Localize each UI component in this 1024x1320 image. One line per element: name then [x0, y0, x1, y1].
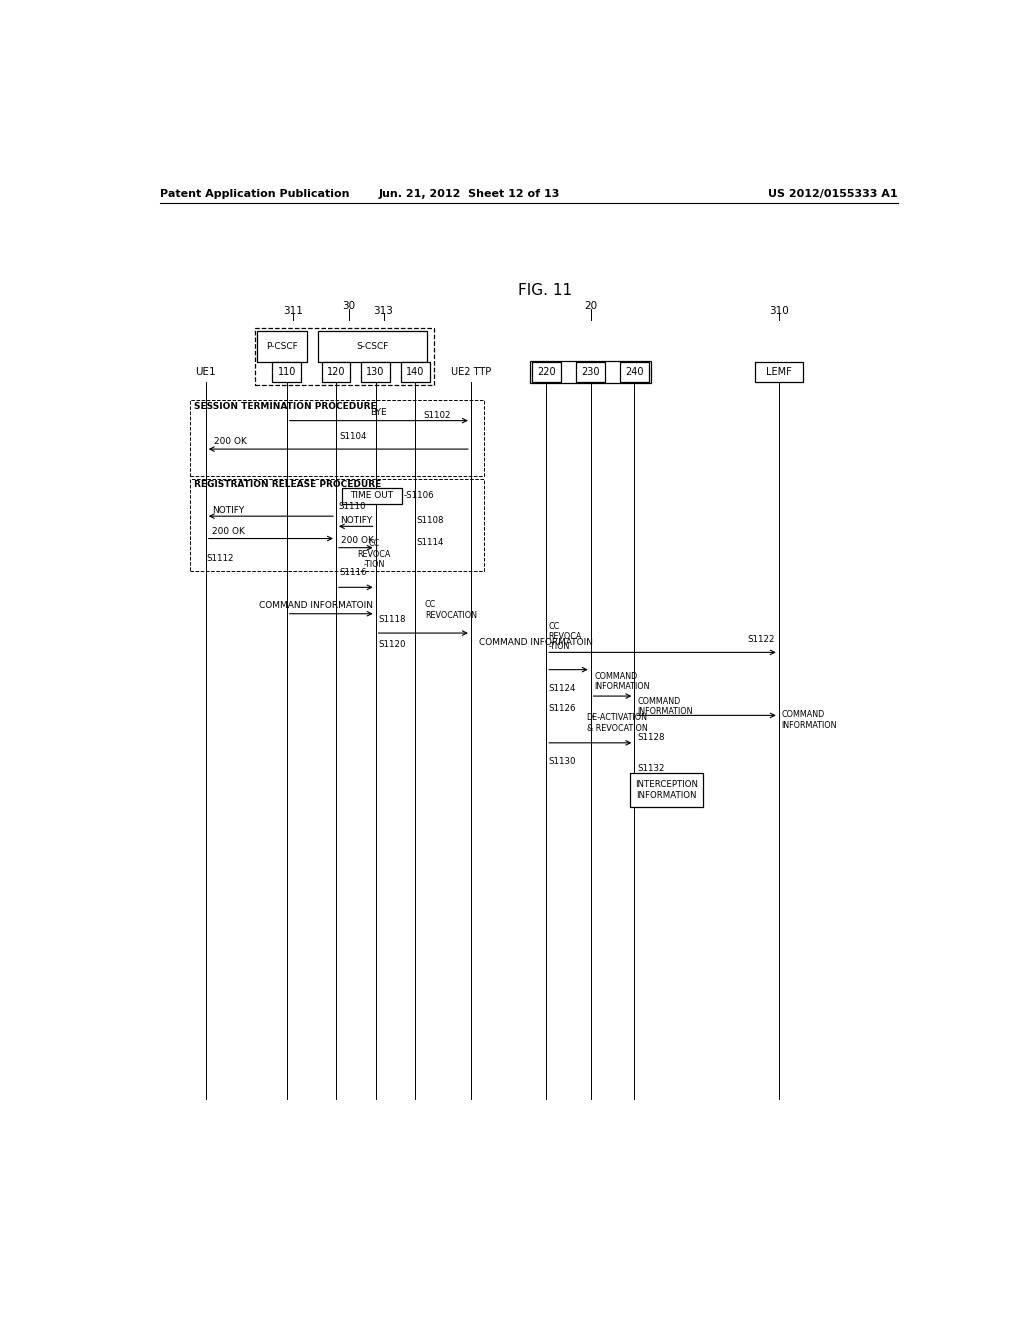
Text: 230: 230 — [582, 367, 600, 376]
Text: 110: 110 — [278, 367, 296, 376]
Text: COMMAND
INFORMATION: COMMAND INFORMATION — [638, 697, 693, 717]
Text: COMMAND INFORMATOIN: COMMAND INFORMATOIN — [259, 601, 373, 610]
Text: US 2012/0155333 A1: US 2012/0155333 A1 — [768, 189, 898, 199]
Text: REGISTRATION RELEASE PROCEDURE: REGISTRATION RELEASE PROCEDURE — [194, 480, 381, 490]
Bar — [189, 400, 483, 475]
Text: -S1106: -S1106 — [403, 491, 434, 500]
Text: S1130: S1130 — [549, 756, 577, 766]
Text: COMMAND INFORMATOIN: COMMAND INFORMATOIN — [479, 638, 593, 647]
Text: 310: 310 — [769, 306, 788, 315]
Bar — [577, 362, 605, 381]
Text: 200 OK: 200 OK — [214, 437, 247, 446]
Bar — [342, 487, 401, 504]
Bar — [531, 362, 560, 381]
Bar — [631, 774, 703, 807]
Bar — [318, 331, 427, 362]
Text: CC
REVOCATION: CC REVOCATION — [425, 601, 477, 620]
Text: UE1: UE1 — [196, 367, 216, 376]
Text: TIME OUT: TIME OUT — [350, 491, 393, 500]
Bar — [255, 329, 433, 385]
Text: LEMF: LEMF — [766, 367, 792, 376]
Text: S1102: S1102 — [423, 411, 451, 420]
Text: CC
REVOCA
-TION: CC REVOCA -TION — [549, 622, 582, 651]
Bar — [189, 479, 483, 572]
Text: 130: 130 — [367, 367, 385, 376]
Text: NOTIFY: NOTIFY — [340, 516, 372, 525]
Text: S1132: S1132 — [638, 764, 665, 772]
Bar — [272, 362, 301, 381]
Text: INTERCEPTION
INFORMATION: INTERCEPTION INFORMATION — [635, 780, 698, 800]
Bar — [620, 362, 648, 381]
Text: 311: 311 — [283, 306, 303, 315]
Bar — [755, 362, 803, 381]
Bar — [322, 362, 350, 381]
Text: FIG. 11: FIG. 11 — [517, 282, 571, 298]
Text: S1124: S1124 — [549, 685, 577, 693]
Text: S1128: S1128 — [638, 733, 665, 742]
Bar — [257, 331, 306, 362]
Text: COMMAND
INFORMATION: COMMAND INFORMATION — [781, 710, 837, 730]
Text: COMMAND
INFORMATION: COMMAND INFORMATION — [595, 672, 650, 692]
Text: DE-ACTIVATION
& REVOCATION: DE-ACTIVATION & REVOCATION — [587, 713, 648, 733]
Text: BYE: BYE — [371, 408, 387, 417]
Text: S1118: S1118 — [378, 615, 406, 624]
Text: UE2 TTP: UE2 TTP — [451, 367, 490, 376]
Bar — [361, 362, 390, 381]
Text: Jun. 21, 2012  Sheet 12 of 13: Jun. 21, 2012 Sheet 12 of 13 — [379, 189, 560, 199]
Text: NOTIFY: NOTIFY — [212, 506, 245, 515]
Text: 30: 30 — [342, 301, 355, 310]
Text: S1122: S1122 — [748, 635, 775, 644]
Text: CC
REVOCA
-TION: CC REVOCA -TION — [357, 540, 391, 569]
Text: 200 OK: 200 OK — [341, 536, 374, 545]
Text: S1104: S1104 — [339, 433, 367, 441]
Text: S1110: S1110 — [338, 502, 366, 511]
Text: 200 OK: 200 OK — [212, 527, 245, 536]
Text: S1116: S1116 — [339, 568, 367, 577]
Text: S1108: S1108 — [417, 516, 444, 525]
Text: SESSION TERMINATION PROCEDURE: SESSION TERMINATION PROCEDURE — [194, 401, 377, 411]
Text: S1112: S1112 — [207, 554, 234, 564]
Text: 220: 220 — [537, 367, 556, 376]
Text: 313: 313 — [374, 306, 393, 315]
Text: 20: 20 — [584, 301, 597, 310]
Text: S1114: S1114 — [417, 539, 444, 546]
Bar — [530, 360, 651, 383]
Text: S-CSCF: S-CSCF — [356, 342, 389, 351]
Bar — [401, 362, 430, 381]
Text: P-CSCF: P-CSCF — [266, 342, 298, 351]
Text: 120: 120 — [327, 367, 345, 376]
Text: 140: 140 — [407, 367, 425, 376]
Text: 240: 240 — [625, 367, 643, 376]
Text: S1120: S1120 — [378, 640, 406, 648]
Text: Patent Application Publication: Patent Application Publication — [160, 189, 349, 199]
Text: S1126: S1126 — [549, 704, 577, 713]
